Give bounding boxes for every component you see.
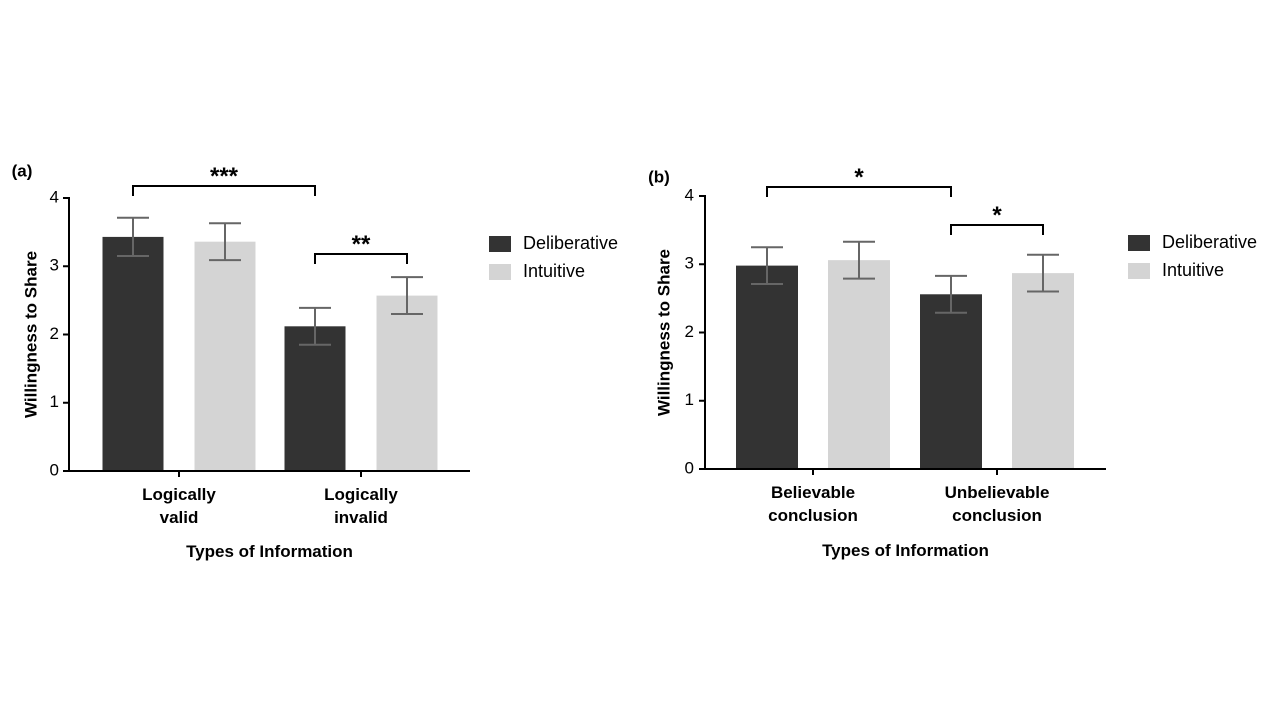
significance-bracket	[314, 253, 408, 264]
bar-deliberative	[920, 294, 982, 469]
legend-swatch-intuitive	[489, 264, 511, 280]
bar-intuitive	[1012, 273, 1074, 469]
legend-swatch-intuitive	[1128, 263, 1150, 279]
y-tick-label: 3	[50, 256, 59, 275]
x-axis-title: Types of Information	[822, 541, 989, 560]
significance-label: **	[352, 231, 371, 258]
x-tick-label: invalid	[334, 508, 388, 527]
x-tick-label: Believable	[771, 483, 855, 502]
x-tick-label: Logically	[142, 485, 216, 504]
legend-label-intuitive: Intuitive	[1162, 260, 1224, 280]
bar-deliberative	[736, 265, 798, 469]
legend-label-intuitive: Intuitive	[523, 261, 585, 281]
y-tick-label: 1	[685, 390, 694, 409]
panel-label: (a)	[12, 161, 33, 180]
y-tick-label: 1	[50, 392, 59, 411]
x-tick-label: Logically	[324, 485, 398, 504]
y-tick-label: 2	[685, 322, 694, 341]
significance-bracket	[766, 186, 952, 197]
x-tick-label: conclusion	[768, 506, 858, 525]
x-axis-title: Types of Information	[186, 542, 353, 561]
significance-bracket	[132, 185, 316, 196]
bar-intuitive	[828, 260, 890, 469]
y-axis-title: Willingness to Share	[654, 249, 673, 416]
significance-label: *	[992, 202, 1002, 229]
bar-deliberative	[102, 236, 164, 471]
panel-a: (a) 0 1 2 3 4 Logically valid Logically invalid Ty…	[12, 161, 618, 561]
y-tick-label: 2	[50, 324, 59, 343]
significance-label: ***	[210, 163, 239, 190]
x-tick-label: conclusion	[952, 506, 1042, 525]
legend-swatch-deliberative	[1128, 235, 1150, 251]
y-tick-label: 3	[685, 254, 694, 273]
y-tick-label: 0	[50, 460, 59, 479]
bar-intuitive	[376, 295, 438, 471]
y-tick-label: 4	[685, 185, 694, 204]
legend-label-deliberative: Deliberative	[1162, 232, 1257, 252]
legend-swatch-deliberative	[489, 236, 511, 252]
x-tick-label: Unbelievable	[945, 483, 1050, 502]
significance-bracket	[950, 224, 1044, 235]
panel-label: (b)	[648, 167, 670, 186]
significance-label: *	[854, 164, 864, 191]
y-tick-label: 0	[685, 458, 694, 477]
y-tick-label: 4	[50, 187, 59, 206]
y-axis-title: Willingness to Share	[21, 251, 40, 418]
bar-deliberative	[284, 326, 346, 471]
legend-label-deliberative: Deliberative	[523, 233, 618, 253]
bar-intuitive	[194, 241, 256, 471]
x-tick-label: valid	[160, 508, 199, 527]
panel-b: (b) 0 1 2 3 4 Believable conclusion Unbelievable…	[648, 164, 1257, 560]
